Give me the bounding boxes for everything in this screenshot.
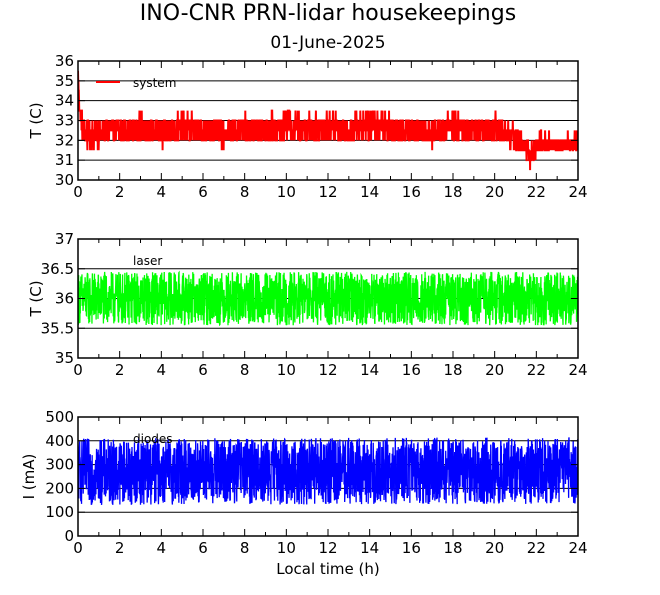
y-axis-label: T (C) [27,280,45,317]
y-tick-label: 100 [45,503,74,521]
y-tick-label: 200 [45,479,74,497]
y-tick-label: 35 [55,349,74,367]
x-axis-label: Local time (h) [276,560,380,578]
x-tick-label: 24 [568,183,587,201]
x-tick-label: 16 [402,539,421,557]
x-tick-label: 16 [402,183,421,201]
y-axis-label: I (mA) [20,454,38,500]
x-tick-label: 20 [485,361,504,379]
x-tick-label: 0 [73,361,83,379]
x-tick-label: 8 [240,183,250,201]
x-tick-label: 12 [318,183,337,201]
x-tick-label: 2 [115,539,125,557]
x-tick-label: 12 [318,539,337,557]
y-tick-label: 34 [55,92,74,110]
x-tick-label: 18 [443,539,462,557]
x-tick-label: 0 [73,539,83,557]
y-tick-label: 37 [55,230,74,248]
x-tick-label: 24 [568,539,587,557]
x-tick-label: 14 [360,183,379,201]
legend-label-system: system [133,76,176,90]
x-tick-label: 2 [115,183,125,201]
y-tick-label: 400 [45,432,74,450]
y-tick-label: 36 [55,52,74,70]
x-tick-label: 8 [240,539,250,557]
x-tick-label: 20 [485,183,504,201]
y-tick-label: 35 [55,72,74,90]
x-tick-label: 18 [443,361,462,379]
y-tick-label: 33 [55,112,74,130]
series-line-system [78,70,578,171]
x-tick-label: 22 [527,361,546,379]
x-tick-label: 22 [527,183,546,201]
x-tick-label: 2 [115,361,125,379]
y-tick-label: 30 [55,171,74,189]
figure-title: INO-CNR PRN-lidar housekeepings [140,1,516,26]
x-tick-label: 4 [157,183,167,201]
x-tick-label: 6 [198,539,208,557]
x-tick-label: 16 [402,361,421,379]
y-tick-label: 36 [55,290,74,308]
figure-date: 01-June-2025 [270,33,385,53]
x-tick-label: 20 [485,539,504,557]
x-tick-label: 24 [568,361,587,379]
x-tick-label: 8 [240,361,250,379]
x-tick-label: 18 [443,183,462,201]
y-tick-label: 36.5 [41,260,74,278]
y-tick-label: 32 [55,131,74,149]
series-line-diodes [78,437,578,505]
y-axis-label: T (C) [27,102,45,139]
x-tick-label: 14 [360,539,379,557]
x-tick-label: 0 [73,183,83,201]
x-tick-label: 4 [157,361,167,379]
x-tick-label: 12 [318,361,337,379]
x-tick-label: 10 [277,539,296,557]
y-tick-label: 500 [45,408,74,426]
y-tick-label: 35.5 [41,319,74,337]
x-tick-label: 4 [157,539,167,557]
y-tick-label: 300 [45,456,74,474]
y-tick-label: 31 [55,151,74,169]
series-line-laser [78,270,578,327]
x-tick-label: 22 [527,539,546,557]
x-tick-label: 14 [360,361,379,379]
legend-label-laser: laser [133,254,162,268]
legend-label-diodes: diodes [133,432,173,446]
x-tick-label: 6 [198,183,208,201]
x-tick-label: 10 [277,183,296,201]
x-tick-label: 10 [277,361,296,379]
y-tick-label: 0 [64,527,74,545]
x-tick-label: 6 [198,361,208,379]
